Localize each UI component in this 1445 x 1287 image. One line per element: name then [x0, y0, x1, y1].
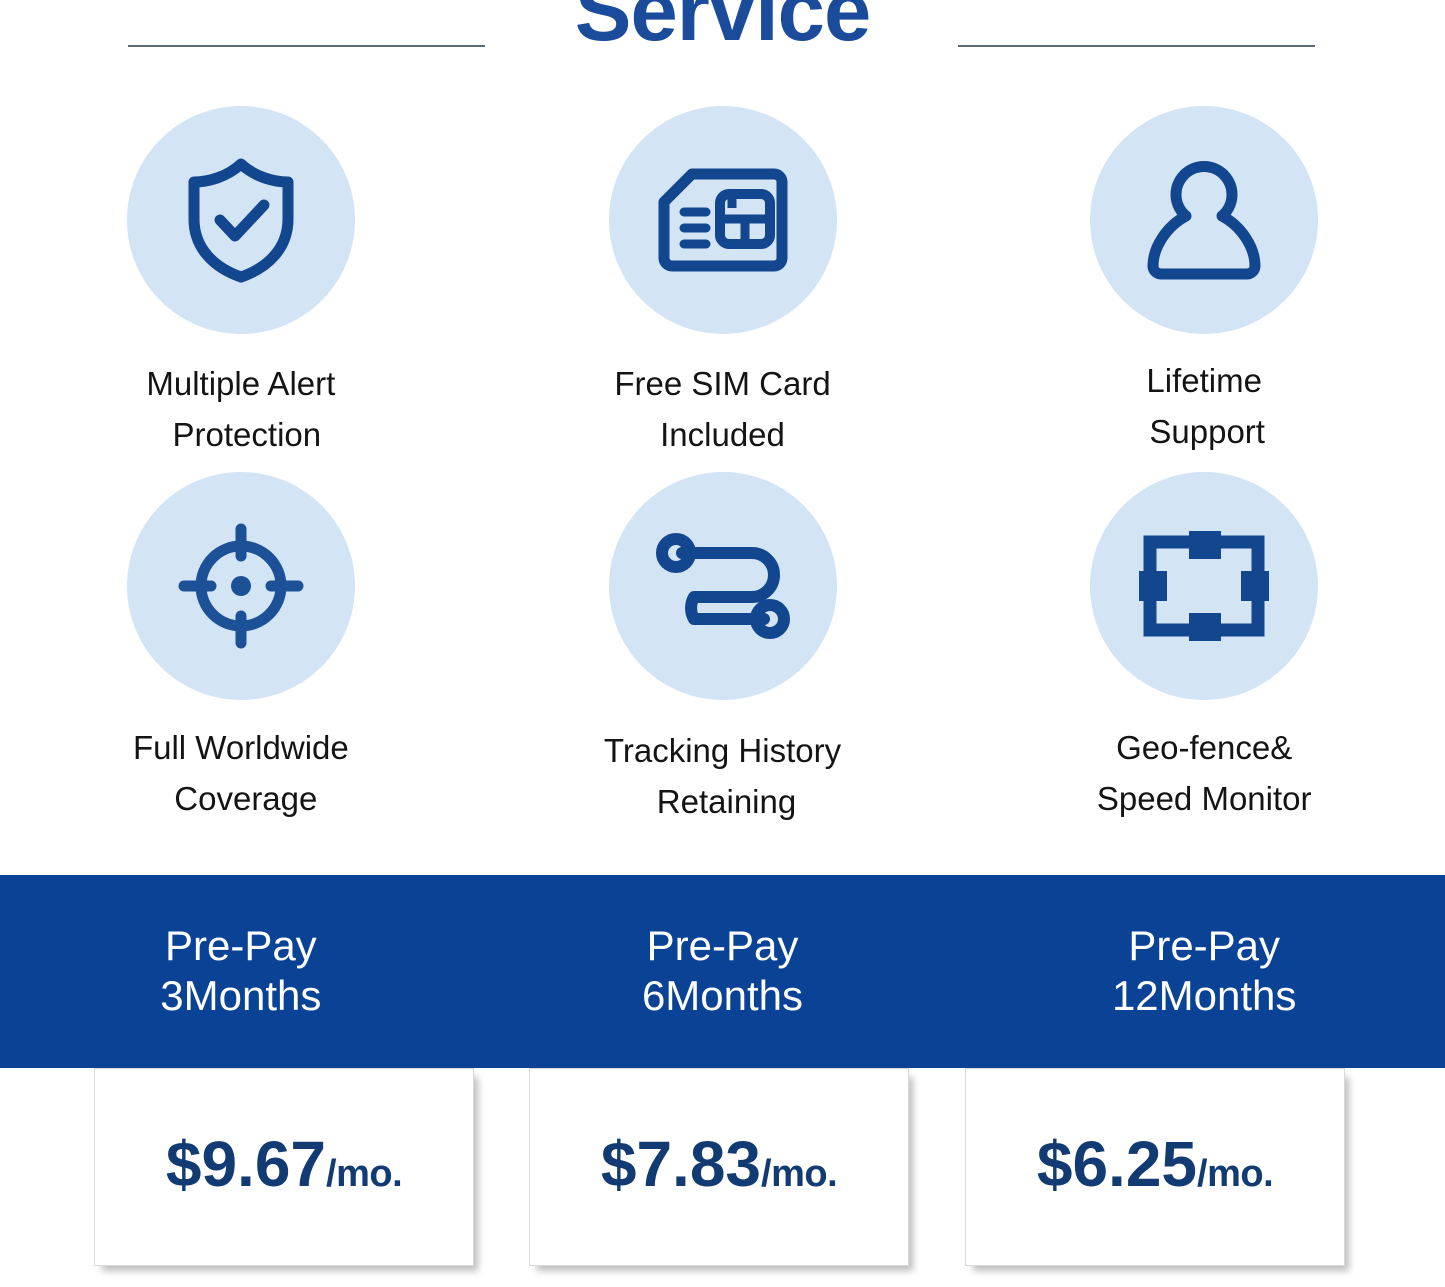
price-number: $9.67 [165, 1128, 327, 1200]
feature-full-worldwide-coverage: Full Worldwide Coverage [0, 462, 482, 830]
feature-label-line1: Free SIM Card [614, 365, 831, 402]
feature-icon-wrapper [608, 106, 837, 334]
price-period-suffix: /mo. [326, 1153, 403, 1195]
feature-grid: Multiple Alert Protection [0, 96, 1445, 856]
price-card-3months[interactable]: $9.67/mo. [94, 1068, 474, 1266]
feature-label-line2: Speed Monitor [1096, 780, 1312, 817]
feature-label-line2: Included [660, 416, 785, 453]
price-card-list: $9.67/mo. $7.83/mo. $6.25/mo. [0, 1068, 1445, 1287]
pricing-banner-cell-6months: Pre-Pay 6Months [482, 875, 964, 1068]
pricing-banner-cell-12months: Pre-Pay 12Months [963, 875, 1445, 1068]
price-amount: $9.67/mo. [166, 1132, 403, 1206]
page-header: Service [0, 0, 1445, 92]
feature-label-line2: Protection [172, 416, 322, 453]
feature-label-line1: Geo-fence& [1116, 729, 1293, 766]
feature-label: Full Worldwide Coverage [133, 722, 349, 824]
shield-check-icon [180, 157, 302, 283]
plan-term-line1: Pre-Pay [1128, 922, 1281, 969]
plan-term-label: Pre-Pay 12Months [963, 921, 1445, 1021]
feature-label-line2: Retaining [656, 783, 797, 820]
price-amount: $7.83/mo. [601, 1132, 838, 1206]
plan-term-label: Pre-Pay 3Months [0, 921, 482, 1021]
plan-term-line2: 12Months [1111, 972, 1297, 1019]
price-number: $6.25 [1036, 1128, 1198, 1200]
feature-label-line1: Lifetime [1146, 362, 1262, 399]
price-period-suffix: /mo. [761, 1153, 838, 1195]
geo-fence-icon [1139, 531, 1270, 641]
feature-multiple-alert-protection: Multiple Alert Protection [0, 96, 482, 464]
feature-icon-wrapper [608, 472, 837, 700]
person-icon [1145, 158, 1263, 282]
plan-term-line1: Pre-Pay [646, 922, 799, 969]
price-amount: $6.25/mo. [1037, 1132, 1274, 1206]
pricing-banner: Pre-Pay 3Months Pre-Pay 6Months Pre-Pay … [0, 875, 1445, 1068]
plan-term-line2: 3Months [160, 972, 322, 1019]
feature-row-2: Full Worldwide Coverage Track [0, 462, 1445, 830]
feature-icon-wrapper [1090, 472, 1319, 700]
feature-free-sim-card: Free SIM Card Included [482, 96, 964, 464]
price-card-12months[interactable]: $6.25/mo. [965, 1068, 1345, 1266]
pricing-banner-cell-3months: Pre-Pay 3Months [0, 875, 482, 1068]
feature-label-line1: Multiple Alert [146, 365, 336, 402]
feature-label-line1: Full Worldwide [132, 729, 349, 766]
plan-term-line1: Pre-Pay [164, 922, 317, 969]
feature-label: Lifetime Support [1143, 355, 1265, 457]
route-path-icon [655, 531, 790, 641]
feature-label: Tracking History Retaining [604, 725, 841, 827]
plan-term-label: Pre-Pay 6Months [482, 921, 964, 1021]
feature-label-line2: Coverage [174, 780, 318, 817]
crosshair-target-icon [178, 523, 304, 649]
header-rule-right [958, 45, 1315, 47]
feature-label: Multiple Alert Protection [146, 358, 335, 460]
feature-label: Free SIM Card Included [614, 358, 830, 460]
feature-label-line2: Support [1149, 413, 1265, 450]
plan-term-line2: 6Months [641, 972, 804, 1019]
feature-tracking-history-retaining: Tracking History Retaining [482, 462, 964, 830]
price-period-suffix: /mo. [1197, 1153, 1274, 1195]
price-card-6months[interactable]: $7.83/mo. [529, 1068, 909, 1266]
feature-label-line1: Tracking History [603, 732, 842, 769]
header-rule-left [128, 45, 485, 47]
price-number: $7.83 [600, 1128, 762, 1200]
feature-label: Geo-fence& Speed Monitor [1097, 722, 1312, 824]
feature-lifetime-support: Lifetime Support [963, 96, 1445, 464]
feature-icon-wrapper [126, 106, 355, 334]
feature-row-1: Multiple Alert Protection [0, 96, 1445, 464]
feature-icon-wrapper [126, 472, 355, 700]
page-title: Service [574, 0, 871, 59]
feature-geofence-speed-monitor: Geo-fence& Speed Monitor [963, 462, 1445, 830]
feature-icon-wrapper [1090, 106, 1319, 334]
sim-card-icon [658, 168, 788, 272]
